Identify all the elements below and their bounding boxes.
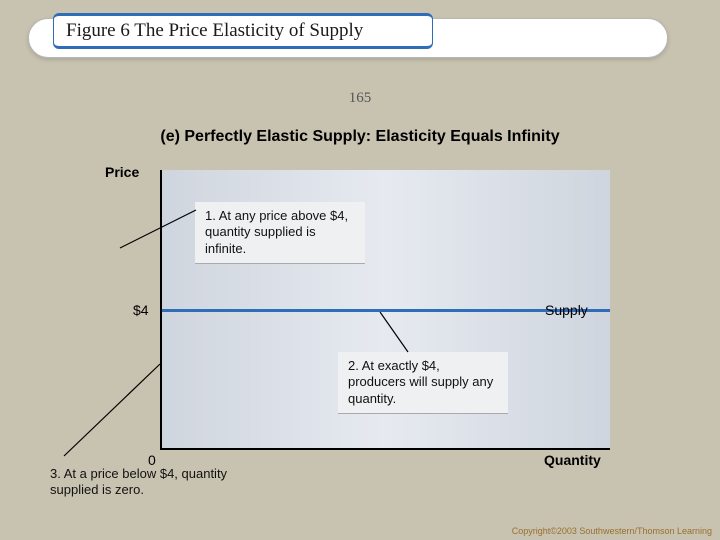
figure-title: Figure 6 The Price Elasticity of Supply — [53, 13, 433, 49]
title-bar: Figure 6 The Price Elasticity of Supply — [28, 18, 668, 58]
slide-number: 165 — [0, 90, 720, 107]
x-axis-label: Quantity — [544, 452, 601, 468]
annotation-2: 2. At exactly $4, producers will supply … — [338, 352, 508, 414]
annotation-1: 1. At any price above $4, quantity suppl… — [195, 202, 365, 264]
leader-2 — [370, 312, 430, 357]
annotation-3: 3. At a price below $4, quantity supplie… — [50, 466, 250, 499]
y-tick-4: $4 — [133, 302, 149, 318]
leader-3 — [60, 360, 170, 460]
copyright-text: Copyright©2003 Southwestern/Thomson Lear… — [512, 526, 712, 536]
curve-label: Supply — [545, 302, 588, 318]
leader-1 — [116, 170, 206, 250]
panel-subtitle: (e) Perfectly Elastic Supply: Elasticity… — [0, 128, 720, 146]
x-axis — [160, 448, 610, 450]
